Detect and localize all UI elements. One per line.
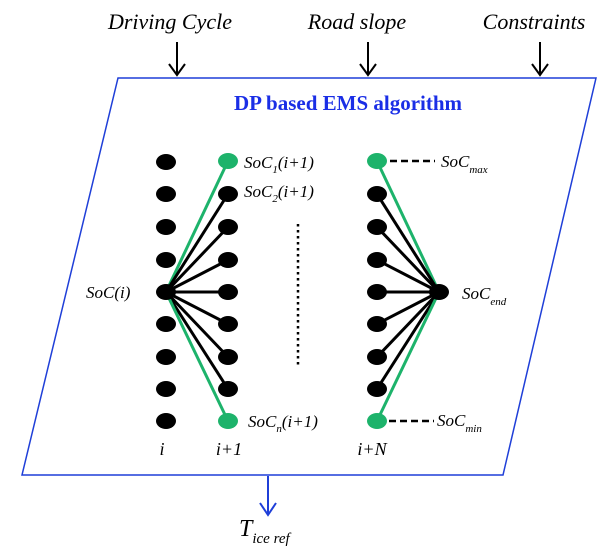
driving-cycle-arrowhead xyxy=(168,63,186,77)
t-ice-ref-label: Tice ref xyxy=(239,516,292,547)
edge-i-to-i1 xyxy=(164,291,230,422)
transition-edges xyxy=(164,160,441,422)
algorithm-box xyxy=(21,77,597,476)
soc-max-label: SoCmax xyxy=(441,152,488,176)
box-title: DP based EMS algorithm xyxy=(234,91,463,115)
edge-iN-to-end xyxy=(376,258,440,294)
stage-i-label: i xyxy=(159,439,164,459)
edge-i-to-i1 xyxy=(164,291,230,390)
node-stage-i xyxy=(156,413,176,429)
soc-min-label: SoCmin xyxy=(437,411,482,435)
node-stage-iN xyxy=(367,252,387,268)
node-stage-i xyxy=(156,284,176,300)
node-stage-i1 xyxy=(218,381,238,397)
node-stage-iN xyxy=(367,349,387,365)
edge-i-to-i1 xyxy=(164,193,230,293)
node-stage-i1 xyxy=(218,284,238,300)
constraints-label: Constraints xyxy=(483,9,586,34)
edge-iN-to-end xyxy=(375,225,441,294)
edge-i-to-i1 xyxy=(165,258,229,294)
stage-i-plus-n-label: i+N xyxy=(357,439,387,459)
road-slope-label: Road slope xyxy=(307,9,407,34)
node-stage-i xyxy=(156,219,176,235)
node-stage-i xyxy=(156,381,176,397)
soc-end-label: SoCend xyxy=(462,284,507,308)
state-nodes xyxy=(156,153,449,429)
node-stage-i1 xyxy=(218,252,238,268)
node-stage-i1 xyxy=(218,153,238,169)
node-stage-i1 xyxy=(218,186,238,202)
node-stage-i1 xyxy=(218,219,238,235)
soc-i-label: SoC(i) xyxy=(86,283,131,302)
node-stage-i1 xyxy=(218,349,238,365)
edge-iN-to-end xyxy=(375,193,441,293)
edge-i-to-i1 xyxy=(164,225,230,294)
node-stage-i xyxy=(156,154,176,170)
edge-i-to-i1 xyxy=(165,290,229,326)
node-stage-i xyxy=(156,316,176,332)
edge-i-to-i1 xyxy=(164,160,230,293)
node-soc-end xyxy=(429,284,449,300)
driving-cycle-label: Driving Cycle xyxy=(107,9,232,34)
node-stage-iN xyxy=(367,153,387,169)
edge-iN-to-end xyxy=(375,291,441,422)
node-stage-i1 xyxy=(218,413,238,429)
node-stage-iN xyxy=(367,186,387,202)
node-stage-iN xyxy=(367,284,387,300)
edge-iN-to-end xyxy=(376,290,440,326)
node-stage-i1 xyxy=(218,316,238,332)
input-arrows xyxy=(168,42,549,77)
node-stage-i xyxy=(156,186,176,202)
node-stage-iN xyxy=(367,316,387,332)
edge-iN-to-end xyxy=(375,290,441,359)
road-slope-arrowhead xyxy=(359,63,377,77)
stage-i-plus-1-label: i+1 xyxy=(216,439,242,459)
output-arrowhead xyxy=(259,502,277,517)
node-stage-iN xyxy=(367,219,387,235)
node-stage-i xyxy=(156,252,176,268)
soc-1-label: SoC1(i+1) xyxy=(244,153,314,176)
edge-i-to-i1 xyxy=(164,290,230,359)
edge-iN-to-end xyxy=(375,291,441,390)
node-stage-iN xyxy=(367,413,387,429)
soc-2-label: SoC2(i+1) xyxy=(244,182,314,205)
edge-iN-to-end xyxy=(375,160,441,293)
node-stage-i xyxy=(156,349,176,365)
constraints-arrowhead xyxy=(531,63,549,77)
soc-n-label: SoCn(i+1) xyxy=(248,412,318,435)
node-stage-iN xyxy=(367,381,387,397)
output-arrow xyxy=(259,476,277,517)
